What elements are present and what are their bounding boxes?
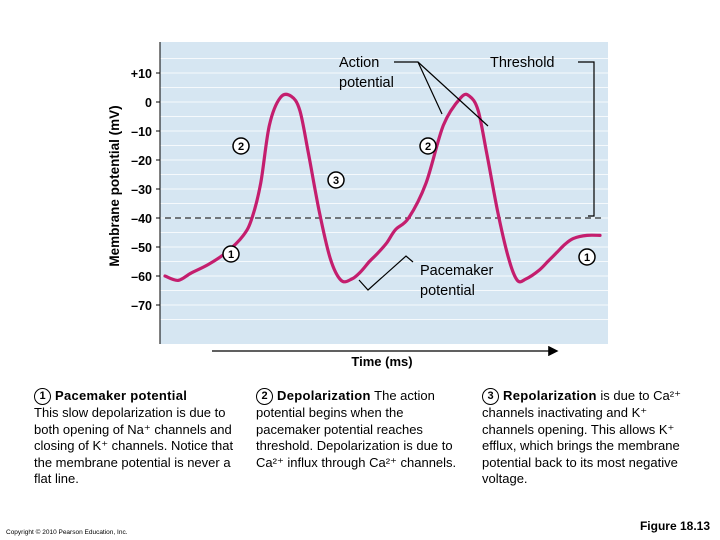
step-3-panel: 3 Repolarization is due to Ca²⁺ channels … <box>482 388 687 488</box>
y-tick-label: –20 <box>131 154 152 168</box>
y-tick-label: –30 <box>131 183 152 197</box>
annotation-threshold: Threshold <box>490 55 595 217</box>
y-tick-label: –70 <box>131 299 152 313</box>
pacemaker-potential-label: Pacemaker potential <box>420 263 497 299</box>
y-tick-label: 0 <box>145 96 152 110</box>
membrane-potential-chart: +10 0 –10 –20 –30 –40 –50 –60 –70 Membrane poten… <box>107 42 608 369</box>
step-marker-3: 3 <box>327 171 345 189</box>
action-potential-bracket-line <box>417 61 443 115</box>
pacemaker-bracket <box>358 255 414 291</box>
action-potential-label: Action potential <box>339 55 394 91</box>
figure-label: Figure 18.13 <box>639 519 710 533</box>
step-2-body: The action potential begins when the pac… <box>256 388 457 470</box>
step-marker-1: 1 <box>578 248 596 266</box>
plot-background <box>160 42 608 344</box>
step-marker-2: 2 <box>419 137 437 155</box>
svg-text:3: 3 <box>333 175 339 187</box>
step-1-panel: 1 Pacemaker potential This slow depolariz… <box>34 388 239 488</box>
grid-lines <box>160 58 608 320</box>
threshold-label: Threshold <box>490 55 554 71</box>
step-1-number: 1 <box>34 388 51 405</box>
x-axis-label: Time (ms) <box>351 354 412 369</box>
step-3-number: 3 <box>482 388 499 405</box>
step-2-panel: 2 Depolarization The action potential beg… <box>256 388 461 471</box>
y-tick-label: +10 <box>131 67 152 81</box>
step-2-number: 2 <box>256 388 273 405</box>
y-axis-label: Membrane potential (mV) <box>107 105 122 266</box>
copyright-notice: Copyright © 2010 Pearson Education, Inc. <box>6 529 128 536</box>
step-1-body: This slow depolarization is due to both … <box>34 405 234 486</box>
step-3-body: is due to Ca²⁺ channels inactivating and… <box>482 388 681 486</box>
step-marker-2: 2 <box>232 137 250 155</box>
step-marker-1: 1 <box>222 245 240 263</box>
step-2-title: Depolarization <box>277 388 371 403</box>
y-tick-label: –60 <box>131 270 152 284</box>
y-tick-label: –50 <box>131 241 152 255</box>
svg-text:1: 1 <box>228 249 234 261</box>
svg-text:2: 2 <box>238 141 244 153</box>
annotation-action-potential: Action potential <box>339 55 489 127</box>
svg-text:2: 2 <box>425 141 431 153</box>
y-tick-label: –10 <box>131 125 152 139</box>
svg-text:1: 1 <box>584 252 590 264</box>
step-3-title: Repolarization <box>503 388 597 403</box>
membrane-potential-curve <box>163 92 602 284</box>
y-tick-label: –40 <box>131 212 152 226</box>
step-1-title: Pacemaker potential <box>55 388 188 403</box>
annotation-pacemaker: Pacemaker potential <box>358 255 497 299</box>
threshold-bracket <box>578 61 595 217</box>
